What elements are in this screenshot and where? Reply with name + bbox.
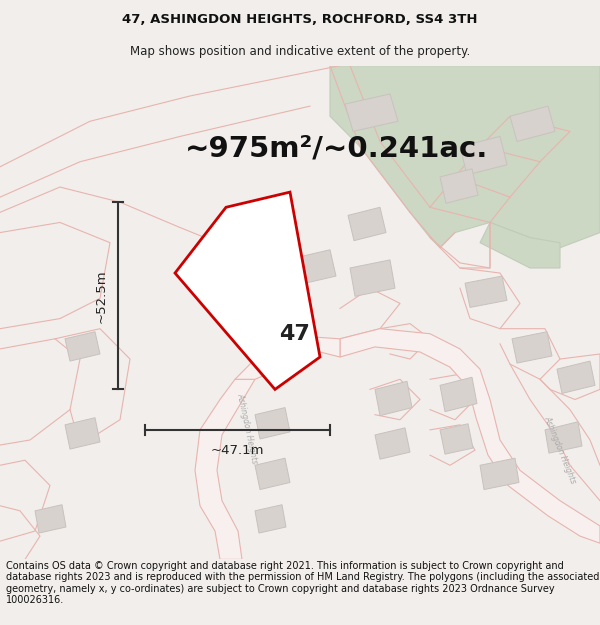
Polygon shape [557,361,595,394]
Polygon shape [375,428,410,459]
Text: Contains OS data © Crown copyright and database right 2021. This information is : Contains OS data © Crown copyright and d… [6,561,599,606]
Polygon shape [460,136,507,175]
Polygon shape [345,94,398,131]
Polygon shape [512,332,552,363]
Polygon shape [235,337,340,379]
Polygon shape [465,276,507,308]
Polygon shape [255,458,290,489]
Text: ~47.1m: ~47.1m [211,444,264,457]
Polygon shape [440,378,477,412]
Text: ~52.5m: ~52.5m [95,269,108,322]
Polygon shape [340,329,600,543]
Polygon shape [545,422,582,453]
Polygon shape [480,458,519,489]
Text: 47, ASHINGDON HEIGHTS, ROCHFORD, SS4 3TH: 47, ASHINGDON HEIGHTS, ROCHFORD, SS4 3TH [122,13,478,26]
Polygon shape [348,208,386,241]
Polygon shape [35,505,66,533]
Text: 47: 47 [280,324,310,344]
Text: Map shows position and indicative extent of the property.: Map shows position and indicative extent… [130,45,470,58]
Polygon shape [295,250,336,284]
Polygon shape [350,260,395,296]
Polygon shape [255,505,286,533]
Polygon shape [480,222,560,268]
Polygon shape [195,379,255,559]
Polygon shape [440,424,473,454]
Polygon shape [255,408,290,439]
Text: ~975m²/~0.241ac.: ~975m²/~0.241ac. [185,134,488,162]
Polygon shape [375,381,412,416]
Polygon shape [440,169,478,203]
Polygon shape [65,418,100,449]
Polygon shape [175,192,320,389]
Polygon shape [65,332,100,361]
Text: Ashingdon Heights: Ashingdon Heights [235,392,259,464]
Text: Ashingdon Heights: Ashingdon Heights [542,415,578,485]
Polygon shape [330,66,600,248]
Polygon shape [510,106,555,141]
